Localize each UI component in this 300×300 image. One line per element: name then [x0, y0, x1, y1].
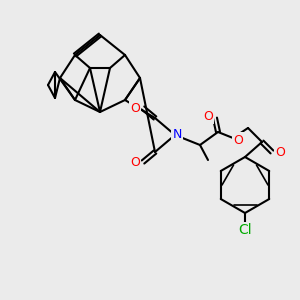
- Text: N: N: [172, 128, 182, 142]
- Text: Cl: Cl: [238, 223, 252, 237]
- Text: O: O: [130, 155, 140, 169]
- Text: O: O: [130, 101, 140, 115]
- Text: O: O: [275, 146, 285, 158]
- Text: O: O: [233, 134, 243, 146]
- Text: O: O: [203, 110, 213, 122]
